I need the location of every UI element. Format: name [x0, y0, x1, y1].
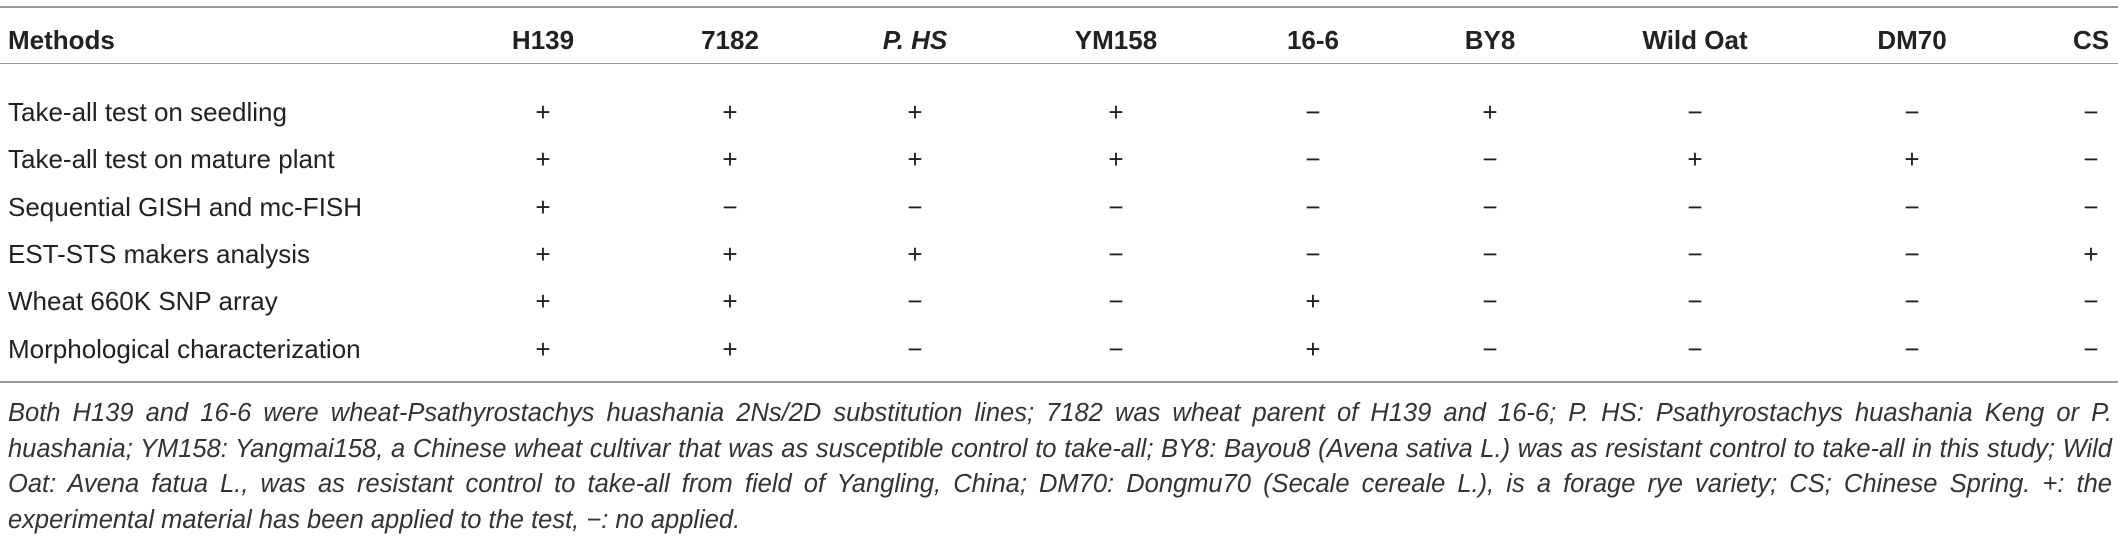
result-cell: − — [1108, 192, 1124, 222]
result-cell: + — [1108, 144, 1124, 174]
result-cell: + — [722, 334, 738, 364]
result-cell: − — [1687, 334, 1703, 364]
result-cell: − — [1904, 97, 1920, 127]
method-name: Take-all test on mature plant — [8, 144, 335, 174]
result-cell: + — [722, 144, 738, 174]
result-cell: − — [2083, 286, 2099, 316]
result-cell: − — [1305, 239, 1321, 269]
result-cell: + — [2083, 239, 2099, 269]
result-cell: − — [1305, 97, 1321, 127]
result-cell: + — [535, 286, 551, 316]
result-cell: − — [1904, 239, 1920, 269]
result-cell: − — [2083, 144, 2099, 174]
column-header: 16-6 — [1286, 25, 1340, 55]
column-header: Wild Oat — [1642, 25, 1748, 55]
result-cell: − — [1482, 334, 1498, 364]
column-header: H139 — [511, 25, 575, 55]
column-header: YM158 — [1074, 25, 1158, 55]
result-cell: + — [1305, 286, 1321, 316]
result-cell: − — [907, 334, 923, 364]
result-cell: + — [535, 97, 551, 127]
result-cell: − — [1108, 334, 1124, 364]
result-cell: − — [1482, 239, 1498, 269]
result-cell: + — [535, 239, 551, 269]
result-cell: + — [1482, 97, 1498, 127]
bottom-rule — [0, 381, 2118, 383]
result-cell: + — [722, 286, 738, 316]
result-cell: − — [1108, 286, 1124, 316]
method-name: Wheat 660K SNP array — [8, 286, 278, 316]
result-cell: − — [2083, 97, 2099, 127]
result-cell: − — [1687, 192, 1703, 222]
result-cell: − — [722, 192, 738, 222]
top-rule — [0, 6, 2118, 8]
column-header: 7182 — [701, 25, 759, 55]
column-header: CS — [2072, 25, 2110, 55]
result-cell: − — [907, 192, 923, 222]
result-cell: − — [1904, 192, 1920, 222]
method-name: EST-STS makers analysis — [8, 239, 310, 269]
result-cell: + — [535, 192, 551, 222]
result-cell: − — [1904, 334, 1920, 364]
column-header: Methods — [8, 25, 115, 55]
result-cell: + — [722, 97, 738, 127]
result-cell: − — [1904, 286, 1920, 316]
method-name: Take-all test on seedling — [8, 97, 287, 127]
result-cell: + — [1305, 334, 1321, 364]
result-cell: − — [907, 286, 923, 316]
result-cell: + — [907, 144, 923, 174]
column-header: DM70 — [1877, 25, 1947, 55]
method-name: Morphological characterization — [8, 334, 361, 364]
result-cell: + — [722, 239, 738, 269]
column-header: BY8 — [1464, 25, 1516, 55]
result-cell: − — [1305, 192, 1321, 222]
result-cell: − — [1687, 97, 1703, 127]
result-cell: − — [1305, 144, 1321, 174]
result-cell: + — [907, 97, 923, 127]
result-cell: + — [535, 144, 551, 174]
result-cell: − — [1482, 192, 1498, 222]
method-name: Sequential GISH and mc-FISH — [8, 192, 363, 222]
table-footnote: Both H139 and 16-6 were wheat-Psathyrost… — [8, 399, 2112, 534]
result-cell: − — [1482, 286, 1498, 316]
column-header: P. HS — [882, 25, 948, 55]
result-cell: − — [2083, 192, 2099, 222]
result-cell: − — [1687, 286, 1703, 316]
result-cell: + — [535, 334, 551, 364]
result-cell: + — [1904, 144, 1920, 174]
header-rule — [0, 63, 2118, 64]
result-cell: + — [1108, 97, 1124, 127]
result-cell: − — [2083, 334, 2099, 364]
result-cell: + — [1687, 144, 1703, 174]
result-cell: − — [1482, 144, 1498, 174]
result-cell: + — [907, 239, 923, 269]
result-cell: − — [1687, 239, 1703, 269]
result-cell: − — [1108, 239, 1124, 269]
